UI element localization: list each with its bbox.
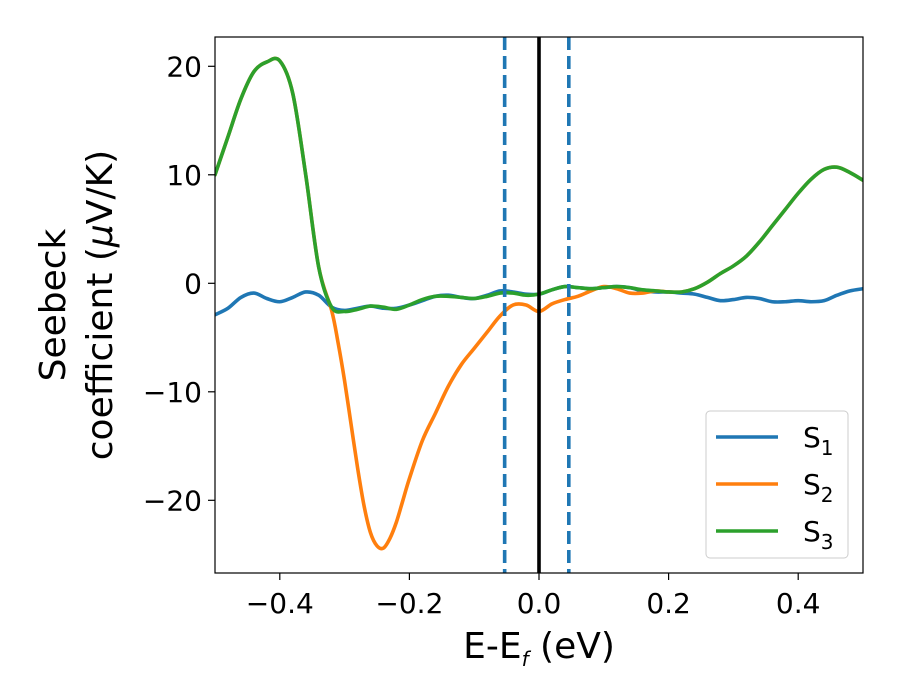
y-axis: −20 −10 0 10 20	[143, 50, 215, 517]
y-axis-label: Seebeck coefficient (μV/K)	[33, 150, 121, 460]
x-tick-label: −0.2	[375, 587, 443, 620]
x-tick-label: 0.2	[646, 587, 691, 620]
y-tick-label: −10	[143, 376, 202, 409]
x-tick-label: 0.4	[776, 587, 821, 620]
y-axis-label-line1: Seebeck	[33, 228, 74, 381]
y-tick-label: −20	[143, 484, 202, 517]
y-tick-label: 0	[184, 267, 202, 300]
x-axis: −0.4 −0.2 0.0 0.2 0.4	[246, 573, 821, 620]
y-tick-label: 20	[166, 50, 202, 83]
legend: S1 S2 S3	[705, 410, 849, 559]
legend-label-s3: S3	[803, 515, 834, 554]
x-axis-label: E-Ef (eV)	[463, 626, 615, 671]
x-tick-label: −0.4	[246, 587, 314, 620]
x-tick-label: 0.0	[517, 587, 562, 620]
legend-label-s1: S1	[803, 421, 834, 460]
y-axis-label-line2: coefficient (μV/K)	[80, 150, 121, 460]
y-tick-label: 10	[166, 159, 202, 192]
legend-label-s2: S2	[803, 468, 834, 507]
reference-lines	[502, 37, 571, 573]
